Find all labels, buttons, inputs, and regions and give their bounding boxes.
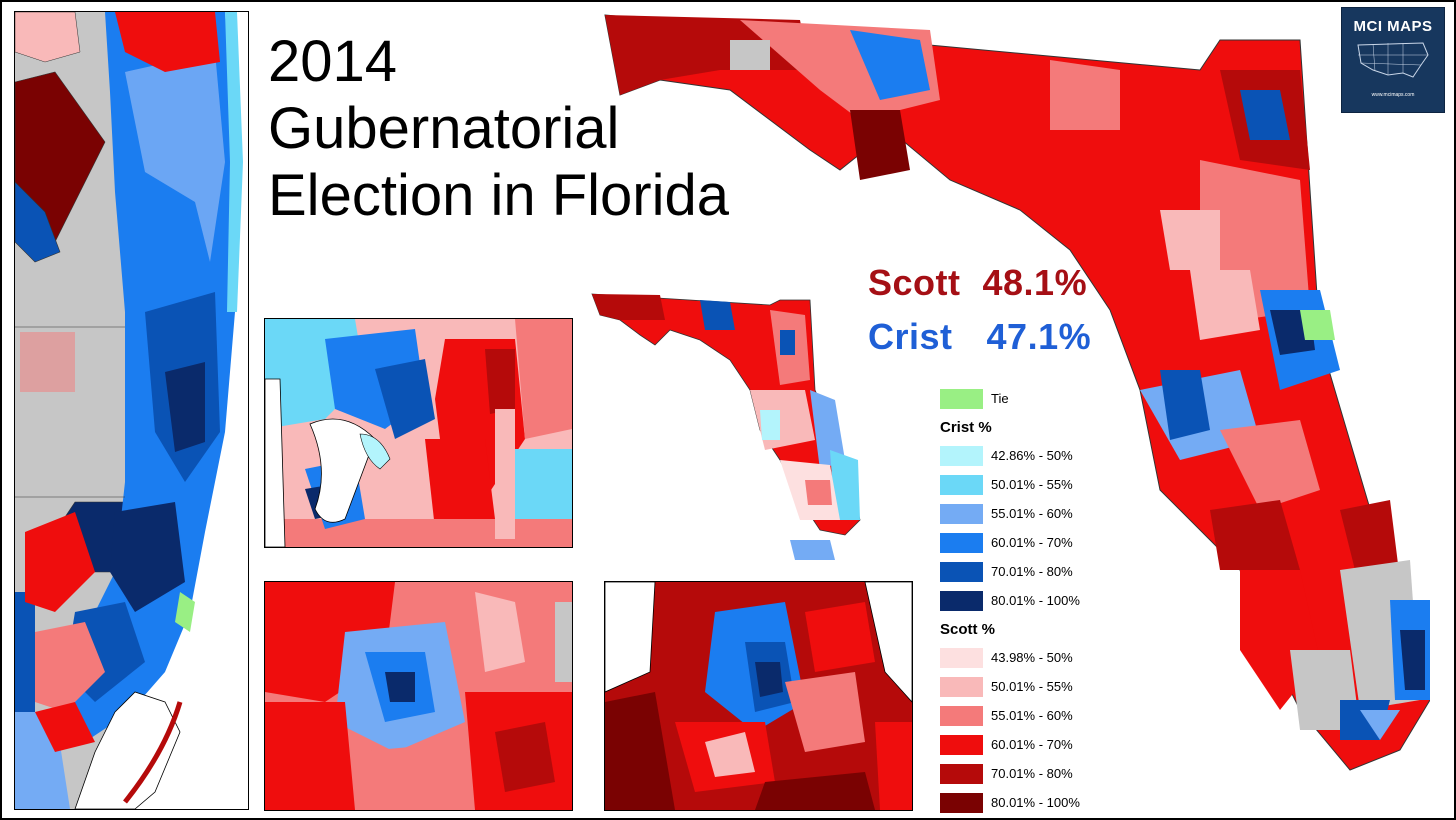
scott-percent: 48.1% [982,262,1088,303]
scott-legend-label: 80.01% - 100% [991,795,1080,810]
county-level-inset [590,290,870,570]
crist-legend-swatch [940,474,983,495]
logo-text: MCI MAPS [1353,18,1433,35]
crist-name: Crist [868,316,953,357]
scott-legend-label: 43.98% - 50% [991,650,1073,665]
title-line-1: 2014 [268,29,398,94]
county-level-inset-map [591,293,861,560]
mci-maps-logo: MCI MAPS www.mcimaps.com [1341,7,1445,113]
crist-legend-label: 50.01% - 55% [991,477,1073,492]
crist-legend-label: 55.01% - 60% [991,506,1073,521]
crist-legend-label: 42.86% - 50% [991,448,1073,463]
legend-label-tie: Tie [991,391,1009,406]
scott-legend-swatch [940,792,983,813]
inset-jacksonville-map [605,582,912,810]
scott-legend-swatch [940,676,983,697]
main-florida-map [600,10,1431,810]
legend-crist-rows: 42.86% - 50% 50.01% - 55% 55.01% - 60% 60.0… [940,441,1120,615]
inset-jacksonville [604,581,913,811]
inset-tampa-bay [264,318,573,548]
crist-percent: 47.1% [986,316,1092,357]
legend-crist-heading: Crist % [940,418,992,436]
scott-legend-label: 60.01% - 70% [991,737,1073,752]
map-title: 2014 Gubernatorial Election in Florida [268,28,729,229]
scott-name: Scott [868,262,961,303]
scott-legend-row: 60.01% - 70% [940,730,1120,759]
us-map-icon [1357,42,1429,78]
crist-legend-row: 80.01% - 100% [940,586,1120,615]
scott-legend-row: 70.01% - 80% [940,759,1120,788]
scott-legend-swatch [940,647,983,668]
crist-legend-label: 80.01% - 100% [991,593,1080,608]
crist-legend-row: 60.01% - 70% [940,528,1120,557]
scott-legend-row: 80.01% - 100% [940,788,1120,817]
scott-result: Scott 48.1% [868,262,1087,304]
inset-south-florida-coast-map [15,12,248,809]
crist-legend-swatch [940,445,983,466]
inset-orlando-map [265,582,572,810]
scott-legend-swatch [940,763,983,784]
crist-legend-row: 70.01% - 80% [940,557,1120,586]
crist-legend-swatch [940,561,983,582]
crist-legend-swatch [940,532,983,553]
scott-legend-row: 50.01% - 55% [940,672,1120,701]
scott-legend-row: 55.01% - 60% [940,701,1120,730]
legend-tie-row: Tie [940,384,1120,413]
crist-legend-label: 60.01% - 70% [991,535,1073,550]
scott-legend-label: 70.01% - 80% [991,766,1073,781]
scott-legend-label: 50.01% - 55% [991,679,1073,694]
inset-orlando [264,581,573,811]
legend-swatch-tie [940,388,983,409]
scott-legend-swatch [940,705,983,726]
crist-result: Crist 47.1% [868,316,1091,358]
crist-legend-row: 42.86% - 50% [940,441,1120,470]
map-legend: Tie Crist % 42.86% - 50% 50.01% - 55% 55.0… [940,384,1120,817]
crist-legend-swatch [940,590,983,611]
inset-tampa-bay-map [265,319,572,547]
title-line-3: Election in Florida [268,163,729,228]
legend-scott-heading: Scott % [940,620,996,638]
crist-legend-row: 50.01% - 55% [940,470,1120,499]
title-line-2: Gubernatorial [268,96,620,161]
scott-legend-label: 55.01% - 60% [991,708,1073,723]
crist-legend-label: 70.01% - 80% [991,564,1073,579]
inset-south-florida-coast [14,11,249,810]
crist-legend-row: 55.01% - 60% [940,499,1120,528]
scott-legend-row: 43.98% - 50% [940,643,1120,672]
scott-legend-swatch [940,734,983,755]
crist-legend-swatch [940,503,983,524]
legend-scott-rows: 43.98% - 50% 50.01% - 55% 55.01% - 60% 60.0… [940,643,1120,817]
main-florida-map-svg [604,14,1431,771]
logo-url: www.mcimaps.com [1371,92,1415,98]
